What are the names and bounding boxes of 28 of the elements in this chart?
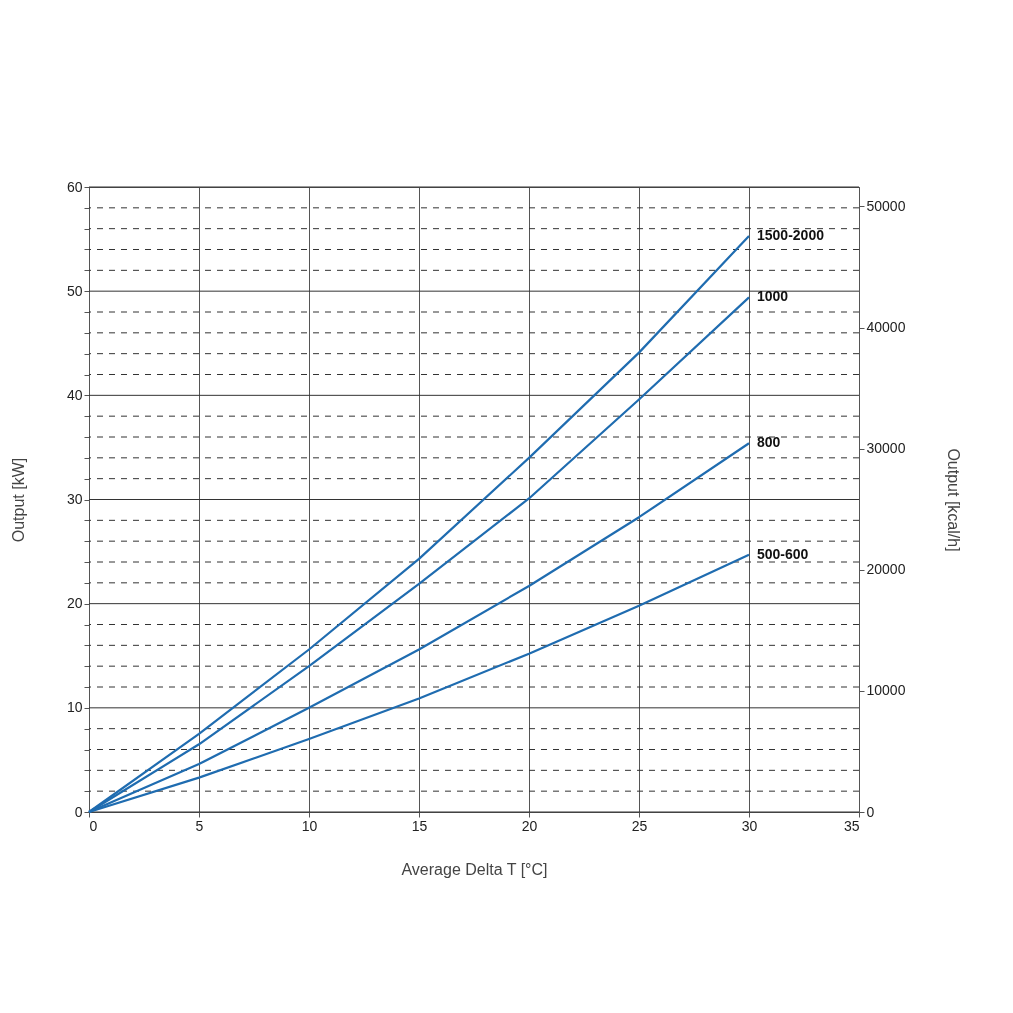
x-tick-label: 10 xyxy=(301,817,318,834)
y2-tick-label: 0 xyxy=(866,803,875,820)
series-label: 1500-2000 xyxy=(757,226,825,243)
x-tick-label: 15 xyxy=(411,817,428,834)
series-label: 800 xyxy=(757,434,781,451)
y-tick-label: 40 xyxy=(66,386,83,403)
x-tick-label: 35 xyxy=(843,817,860,834)
x-tick-label: 30 xyxy=(741,817,758,834)
y2-tick-label: 30000 xyxy=(866,440,906,457)
series-label: 1000 xyxy=(757,288,789,305)
y2-tick-label: 50000 xyxy=(866,197,906,214)
x-tick-label: 25 xyxy=(631,817,648,834)
y-tick-label: 10 xyxy=(66,699,83,716)
y2-tick-label: 20000 xyxy=(866,561,906,578)
y-tick-label: 20 xyxy=(66,595,83,612)
y-tick-label: 60 xyxy=(66,178,83,195)
y-tick-label: 0 xyxy=(74,803,83,820)
y2-tick-label: 10000 xyxy=(866,682,906,699)
y-tick-label: 50 xyxy=(66,282,83,299)
x-tick-label: 20 xyxy=(521,817,538,834)
x-axis-title: Average Delta T [°C] xyxy=(401,860,548,878)
series-label: 500-600 xyxy=(757,545,809,562)
y2-axis-title: Output [kcal/h] xyxy=(945,448,963,552)
x-tick-label: 0 xyxy=(89,817,98,834)
y-tick-label: 30 xyxy=(66,491,83,507)
x-tick-label: 5 xyxy=(195,817,204,834)
y2-tick-label: 40000 xyxy=(866,319,906,335)
y-axis-title: Output [kW] xyxy=(9,457,27,543)
